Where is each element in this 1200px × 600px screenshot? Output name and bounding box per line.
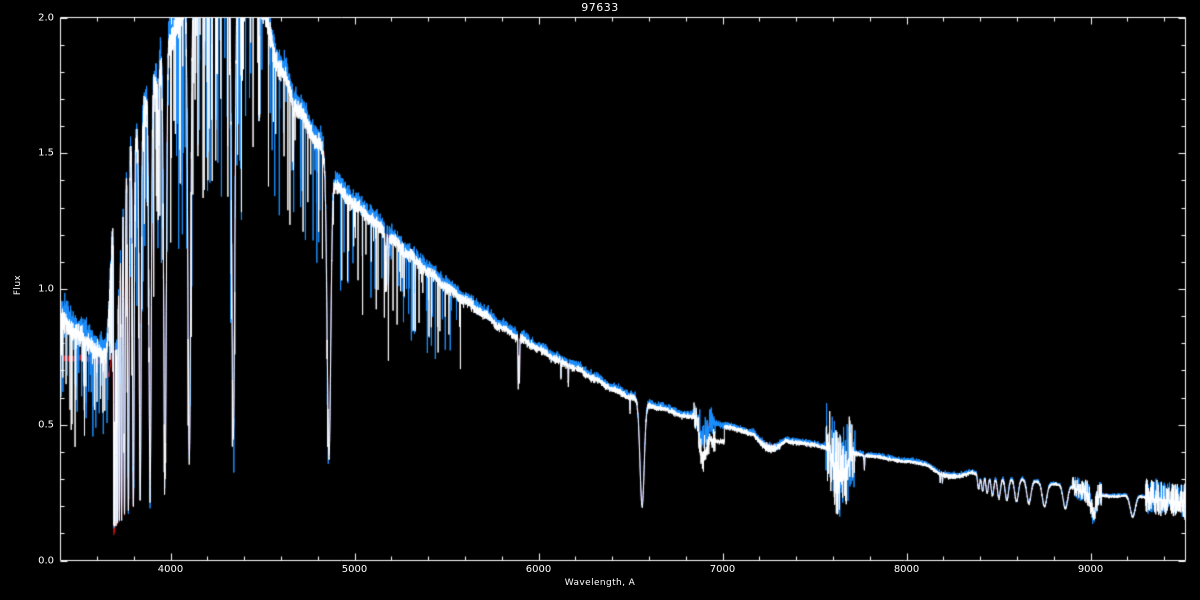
spectrum-figure: 97633 Wavelength, A Flux 4000 5000 6000 700…	[0, 0, 1200, 600]
spectrum-plot-canvas	[0, 0, 1200, 600]
